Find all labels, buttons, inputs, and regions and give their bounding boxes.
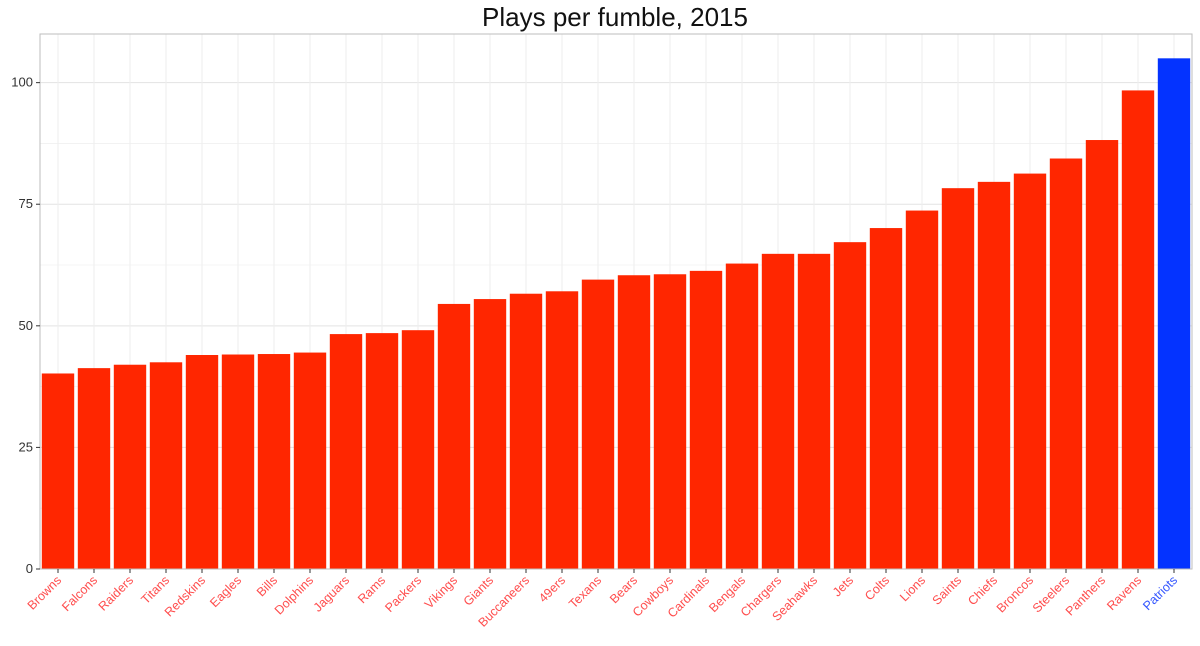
y-tick-label: 50 [19, 318, 33, 333]
bar-titans [149, 362, 183, 569]
y-tick-label: 100 [11, 75, 33, 90]
bar-bengals [725, 263, 759, 569]
bar-jets [833, 242, 867, 569]
x-tick-label-packers: Packers [382, 573, 424, 615]
x-tick-label-panthers: Panthers [1063, 573, 1108, 618]
x-tick-label-ravens: Ravens [1104, 573, 1144, 613]
x-tick-label-dolphins: Dolphins [272, 573, 316, 617]
bar-lions [905, 210, 939, 570]
x-tick-label-raiders: Raiders [96, 573, 136, 613]
x-tick-label-saints: Saints [930, 573, 964, 607]
x-tick-label-chiefs: Chiefs [965, 573, 1000, 608]
x-tick-label-titans: Titans [138, 573, 172, 607]
bar-falcons [77, 368, 111, 569]
x-tick-label-broncos: Broncos [994, 573, 1036, 615]
x-tick-label-49ers: 49ers [536, 573, 568, 605]
bar-seahawks [797, 253, 831, 569]
bar-packers [401, 330, 435, 569]
chart-title: Plays per fumble, 2015 [482, 2, 748, 32]
x-tick-label-vikings: Vikings [422, 573, 460, 611]
y-tick-label: 0 [26, 561, 33, 576]
bar-bears [617, 275, 651, 569]
x-tick-label-bears: Bears [607, 573, 640, 606]
bar-rams [365, 333, 399, 569]
x-tick-label-eagles: Eagles [207, 573, 244, 610]
bar-cowboys [653, 274, 687, 569]
bar-steelers [1049, 158, 1083, 569]
bar-saints [941, 188, 975, 569]
bar-jaguars [329, 334, 363, 569]
bar-chiefs [977, 181, 1011, 569]
bar-panthers [1085, 140, 1119, 569]
bar-raiders [113, 364, 147, 569]
bar-buccaneers [509, 293, 543, 569]
x-tick-label-lions: Lions [897, 573, 928, 604]
bar-patriots [1157, 58, 1191, 570]
bar-eagles [221, 354, 255, 569]
x-tick-label-colts: Colts [862, 573, 892, 603]
bar-bills [257, 354, 291, 569]
bar-redskins [185, 355, 219, 569]
x-tick-label-jets: Jets [830, 573, 856, 599]
x-tick-label-texans: Texans [566, 573, 604, 611]
x-tick-label-falcons: Falcons [59, 573, 100, 614]
x-tick-label-browns: Browns [25, 573, 64, 612]
x-tick-label-bills: Bills [254, 573, 280, 599]
x-tick-label-rams: Rams [355, 573, 388, 606]
x-tick-label-patriots: Patriots [1140, 573, 1180, 613]
bar-dolphins [293, 352, 327, 569]
bar-vikings [437, 303, 471, 569]
bar-browns [41, 373, 75, 569]
bar-broncos [1013, 173, 1047, 569]
bar-colts [869, 228, 903, 570]
bar-49ers [545, 291, 579, 569]
bar-cardinals [689, 270, 723, 569]
bar-giants [473, 299, 507, 569]
bar-chargers [761, 253, 795, 569]
y-tick-label: 25 [19, 439, 33, 454]
bar-ravens [1121, 90, 1155, 569]
y-tick-label: 75 [19, 196, 33, 211]
x-tick-label-jaguars: Jaguars [311, 573, 352, 614]
bar-texans [581, 279, 615, 569]
